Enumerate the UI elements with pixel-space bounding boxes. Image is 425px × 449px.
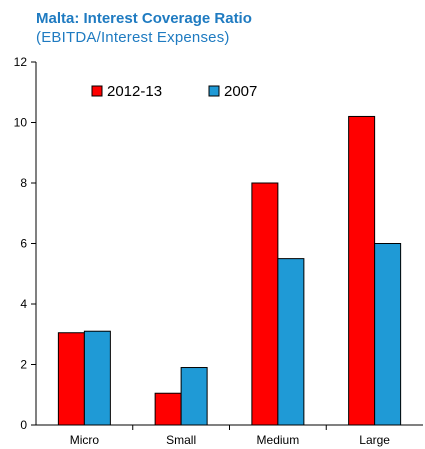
- x-tick-label: Small: [166, 433, 196, 447]
- bar-2007-large: [374, 243, 402, 426]
- x-tick-label: Large: [359, 433, 390, 447]
- y-tick-label: 12: [14, 55, 28, 69]
- y-tick-label: 4: [20, 297, 27, 311]
- y-tick-label: 6: [20, 237, 27, 251]
- bar-2007-small: [180, 367, 208, 426]
- x-tick-label: Micro: [70, 433, 100, 447]
- y-tick-label: 0: [20, 418, 27, 432]
- y-tick-label: 8: [20, 176, 27, 190]
- x-tick-label: Medium: [257, 433, 300, 447]
- bar-2007-medium: [277, 258, 305, 426]
- bar-2012-13-micro: [57, 332, 85, 426]
- bar-2012-13-small: [154, 392, 182, 426]
- bar-2007-micro: [83, 330, 111, 426]
- bar-2012-13-large: [348, 115, 376, 426]
- chart-subtitle: (EBITDA/Interest Expenses): [36, 29, 230, 46]
- legend-label: 2012-13: [107, 83, 162, 100]
- y-tick-label: 2: [20, 358, 27, 372]
- legend-swatch: [208, 85, 220, 97]
- legend-swatch: [91, 85, 103, 97]
- bar-2012-13-medium: [251, 182, 279, 426]
- legend-label: 2007: [224, 83, 257, 100]
- y-tick-label: 10: [14, 116, 28, 130]
- chart-title: Malta: Interest Coverage Ratio: [36, 10, 252, 27]
